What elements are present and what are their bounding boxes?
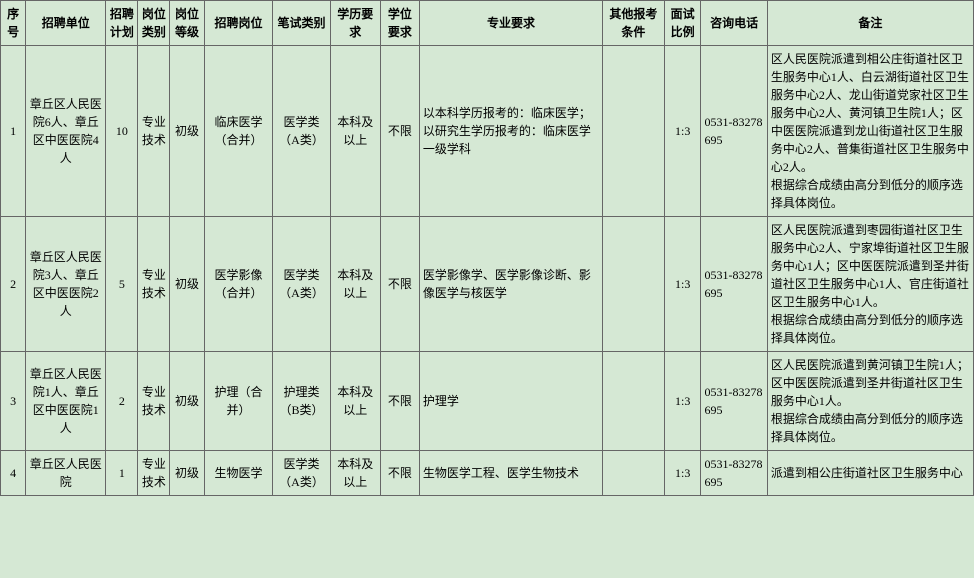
cell-cat: 专业技术 [138,451,170,496]
cell-level: 初级 [170,217,204,352]
header-level: 岗位等级 [170,1,204,46]
cell-major: 医学影像学、医学影像诊断、影像医学与核医学 [419,217,602,352]
cell-plan: 5 [106,217,138,352]
header-cat: 岗位类别 [138,1,170,46]
table-body: 1章丘区人民医院6人、章丘区中医医院4人10专业技术初级临床医学（合并）医学类（… [1,46,974,496]
header-edu: 学历要求 [330,1,380,46]
cell-plan: 1 [106,451,138,496]
cell-ratio: 1:3 [664,217,701,352]
cell-seq: 1 [1,46,26,217]
cell-major: 生物医学工程、医学生物技术 [419,451,602,496]
recruitment-table: 序号 招聘单位 招聘计划 岗位类别 岗位等级 招聘岗位 笔试类别 学历要求 学位… [0,0,974,496]
cell-plan: 2 [106,352,138,451]
cell-edu: 本科及以上 [330,46,380,217]
cell-phone: 0531-83278695 [701,451,767,496]
cell-remark: 区人民医院派遣到相公庄街道社区卫生服务中心1人、白云湖街道社区卫生服务中心2人、… [767,46,973,217]
header-degree: 学位要求 [380,1,419,46]
header-unit: 招聘单位 [26,1,106,46]
table-header-row: 序号 招聘单位 招聘计划 岗位类别 岗位等级 招聘岗位 笔试类别 学历要求 学位… [1,1,974,46]
cell-seq: 4 [1,451,26,496]
header-major: 专业要求 [419,1,602,46]
cell-major: 护理学 [419,352,602,451]
table-row: 1章丘区人民医院6人、章丘区中医医院4人10专业技术初级临床医学（合并）医学类（… [1,46,974,217]
cell-seq: 3 [1,352,26,451]
cell-exam: 医学类（A类） [273,46,330,217]
cell-cat: 专业技术 [138,46,170,217]
cell-exam: 医学类（A类） [273,217,330,352]
cell-remark: 派遣到相公庄街道社区卫生服务中心 [767,451,973,496]
table-row: 2章丘区人民医院3人、章丘区中医医院2人5专业技术初级医学影像（合并）医学类（A… [1,217,974,352]
cell-remark: 区人民医院派遣到枣园街道社区卫生服务中心2人、宁家埠街道社区卫生服务中心1人；区… [767,217,973,352]
cell-unit: 章丘区人民医院3人、章丘区中医医院2人 [26,217,106,352]
cell-post: 护理（合并） [204,352,273,451]
cell-unit: 章丘区人民医院6人、章丘区中医医院4人 [26,46,106,217]
cell-post: 生物医学 [204,451,273,496]
table-row: 4章丘区人民医院1专业技术初级生物医学医学类（A类）本科及以上不限生物医学工程、… [1,451,974,496]
cell-other [603,46,665,217]
cell-degree: 不限 [380,352,419,451]
cell-level: 初级 [170,46,204,217]
cell-exam: 医学类（A类） [273,451,330,496]
cell-other [603,352,665,451]
cell-degree: 不限 [380,46,419,217]
cell-phone: 0531-83278695 [701,352,767,451]
cell-edu: 本科及以上 [330,217,380,352]
cell-degree: 不限 [380,451,419,496]
cell-phone: 0531-83278695 [701,46,767,217]
cell-unit: 章丘区人民医院 [26,451,106,496]
table-row: 3章丘区人民医院1人、章丘区中医医院1人2专业技术初级护理（合并）护理类（B类）… [1,352,974,451]
header-other: 其他报考条件 [603,1,665,46]
cell-level: 初级 [170,352,204,451]
header-post: 招聘岗位 [204,1,273,46]
header-seq: 序号 [1,1,26,46]
cell-post: 临床医学（合并） [204,46,273,217]
cell-remark: 区人民医院派遣到黄河镇卫生院1人；区中医医院派遣到圣井街道社区卫生服务中心1人。… [767,352,973,451]
cell-cat: 专业技术 [138,217,170,352]
cell-exam: 护理类（B类） [273,352,330,451]
cell-other [603,451,665,496]
header-ratio: 面试比例 [664,1,701,46]
cell-seq: 2 [1,217,26,352]
cell-cat: 专业技术 [138,352,170,451]
cell-edu: 本科及以上 [330,352,380,451]
cell-unit: 章丘区人民医院1人、章丘区中医医院1人 [26,352,106,451]
cell-major: 以本科学历报考的：临床医学；以研究生学历报考的：临床医学一级学科 [419,46,602,217]
cell-degree: 不限 [380,217,419,352]
cell-other [603,217,665,352]
header-remark: 备注 [767,1,973,46]
cell-phone: 0531-83278695 [701,217,767,352]
cell-level: 初级 [170,451,204,496]
cell-ratio: 1:3 [664,46,701,217]
header-plan: 招聘计划 [106,1,138,46]
cell-post: 医学影像（合并） [204,217,273,352]
cell-edu: 本科及以上 [330,451,380,496]
cell-plan: 10 [106,46,138,217]
cell-ratio: 1:3 [664,451,701,496]
cell-ratio: 1:3 [664,352,701,451]
header-exam: 笔试类别 [273,1,330,46]
header-phone: 咨询电话 [701,1,767,46]
